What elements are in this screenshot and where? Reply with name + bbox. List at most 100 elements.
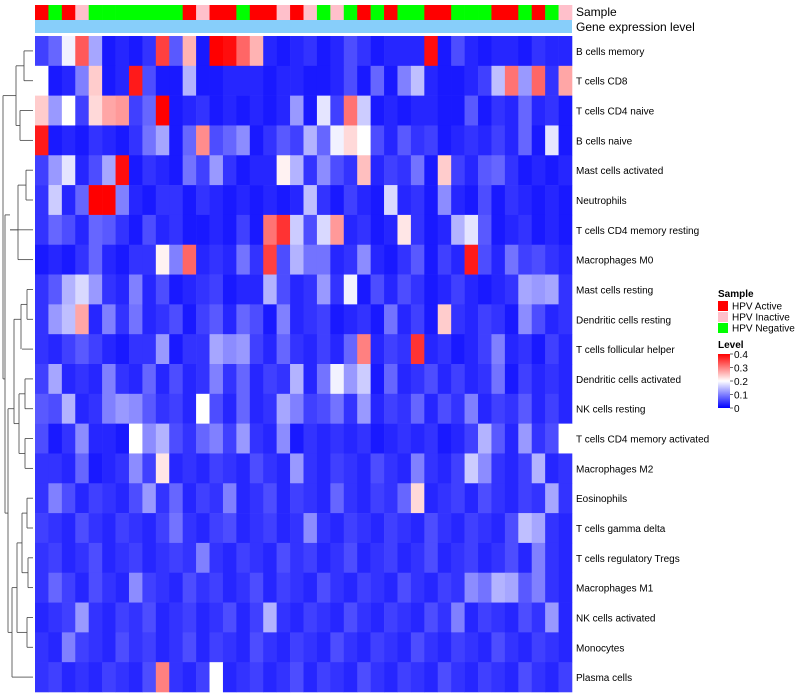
heatmap-cell — [75, 602, 89, 633]
heatmap-cell — [504, 185, 519, 216]
heatmap-cell — [128, 95, 143, 126]
heatmap-cell — [182, 274, 197, 305]
heatmap-cell — [48, 185, 63, 216]
heatmap-cell — [290, 95, 304, 126]
heatmap-cell — [88, 423, 103, 454]
heatmap-cell — [370, 274, 385, 305]
heatmap-cell — [316, 214, 331, 246]
heatmap-cell — [290, 304, 304, 335]
heatmap-cell — [410, 453, 425, 484]
heatmap-cell — [343, 364, 358, 395]
heatmap-cell — [222, 453, 237, 484]
heatmap-cell — [182, 95, 197, 126]
heatmap-cell — [384, 214, 398, 246]
sample-legend-swatch — [718, 323, 728, 333]
sample-annotation-cell — [545, 5, 559, 20]
heatmap-cell — [249, 453, 264, 484]
heatmap-cell — [545, 244, 559, 275]
heatmap-cell — [303, 155, 318, 186]
heatmap-cell — [384, 274, 398, 305]
heatmap-cell — [357, 304, 371, 335]
heatmap-cell — [303, 36, 318, 67]
heatmap-cell — [48, 662, 63, 693]
heatmap-cell — [263, 304, 277, 335]
heatmap-cell — [128, 155, 143, 186]
heatmap-cell — [263, 483, 277, 514]
heatmap-cell — [209, 214, 224, 246]
heatmap-cell — [343, 542, 358, 574]
heatmap-cell — [128, 304, 143, 335]
heatmap-cell — [196, 304, 210, 335]
heatmap-cell — [196, 513, 210, 544]
heatmap-cell — [424, 185, 439, 216]
heatmap-cell — [115, 393, 130, 424]
heatmap-cell — [491, 542, 506, 574]
heatmap-cell — [75, 36, 89, 67]
heatmap-cell — [236, 274, 251, 305]
heatmap-cell — [276, 542, 291, 574]
sample-annotation-cell — [222, 5, 237, 20]
level-tick-label: 0.1 — [734, 391, 748, 402]
heatmap-cell — [478, 393, 492, 424]
heatmap-cell — [115, 274, 130, 305]
heatmap-cell — [88, 542, 103, 574]
heatmap-cell — [88, 214, 103, 246]
heatmap-cell — [464, 304, 479, 335]
heatmap-cell — [102, 632, 116, 663]
heatmap-cell — [424, 513, 439, 544]
heatmap-cell — [35, 393, 49, 424]
heatmap-cell — [451, 662, 465, 693]
heatmap-cell — [236, 483, 251, 514]
heatmap-cell — [424, 214, 439, 246]
heatmap-cell — [410, 393, 425, 424]
heatmap-cell — [464, 572, 479, 603]
heatmap-cell — [330, 662, 345, 693]
heatmap-cell — [518, 542, 533, 574]
heatmap-cell — [545, 662, 559, 693]
heatmap-cell — [75, 662, 89, 693]
heatmap-cell — [384, 423, 398, 454]
heatmap-cell — [276, 244, 291, 275]
heatmap-cell — [169, 662, 183, 693]
heatmap-cell — [88, 274, 103, 305]
heatmap-cell — [545, 632, 559, 663]
heatmap-cell — [330, 423, 345, 454]
heatmap-cell — [478, 542, 492, 574]
heatmap-cell — [558, 662, 573, 693]
heatmap-cell — [330, 95, 345, 126]
heatmap-cell — [491, 274, 506, 305]
heatmap-cell — [464, 125, 479, 156]
sample-annotation-cell — [209, 5, 224, 20]
heatmap-cell — [464, 662, 479, 693]
heatmap-cell — [236, 453, 251, 484]
heatmap-cell — [182, 364, 197, 395]
heatmap-cell — [558, 453, 573, 484]
heatmap-cell — [343, 572, 358, 603]
heatmap-cell — [155, 185, 170, 216]
heatmap-cell — [61, 65, 76, 96]
heatmap-cell — [478, 423, 492, 454]
sample-annotation-cell — [169, 5, 183, 20]
heatmap-cell — [397, 453, 412, 484]
heatmap-cell — [263, 542, 277, 574]
heatmap-cell — [222, 155, 237, 186]
heatmap-cell — [48, 304, 63, 335]
heatmap-cell — [531, 36, 546, 67]
heatmap-cell — [209, 364, 224, 395]
heatmap-cell — [303, 393, 318, 424]
heatmap-cell — [115, 423, 130, 454]
heatmap-cell — [155, 36, 170, 67]
heatmap-cell — [102, 483, 116, 514]
heatmap-cell — [169, 542, 183, 574]
heatmap-cell — [424, 572, 439, 603]
heatmap-cell — [196, 542, 210, 574]
heatmap-cell — [249, 304, 264, 335]
heatmap-cell — [437, 602, 452, 633]
heatmap-cell — [276, 662, 291, 693]
heatmap-cell — [209, 423, 224, 454]
heatmap-cell — [169, 483, 183, 514]
heatmap-cell — [478, 95, 492, 126]
heatmap-cell — [303, 125, 318, 156]
heatmap-cell — [518, 513, 533, 544]
